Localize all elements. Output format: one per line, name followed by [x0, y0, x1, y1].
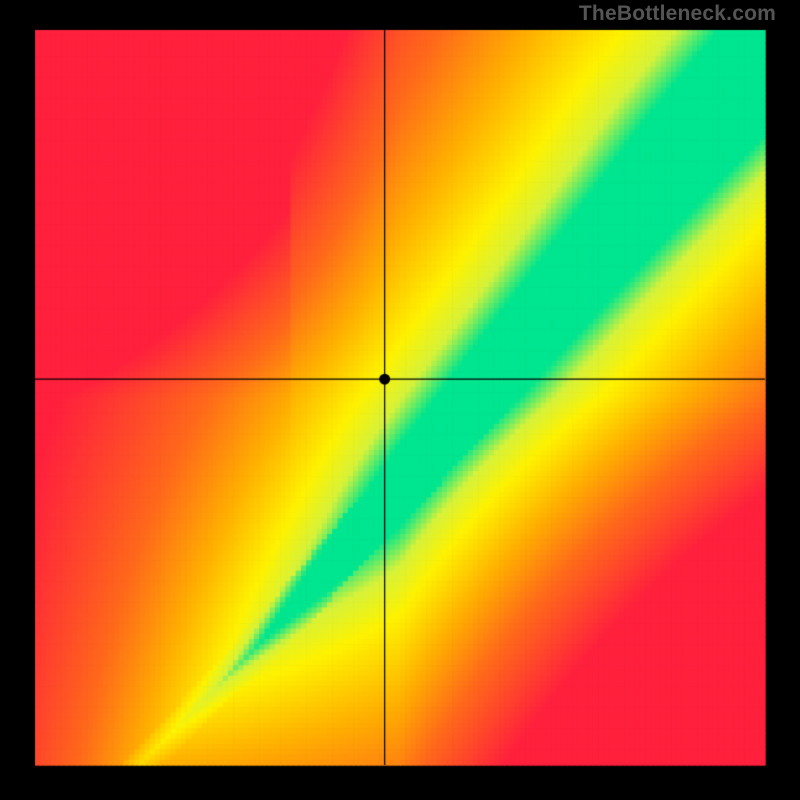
chart-container: TheBottleneck.com	[0, 0, 800, 800]
watermark-text: TheBottleneck.com	[579, 2, 776, 26]
bottleneck-heatmap	[0, 0, 800, 800]
